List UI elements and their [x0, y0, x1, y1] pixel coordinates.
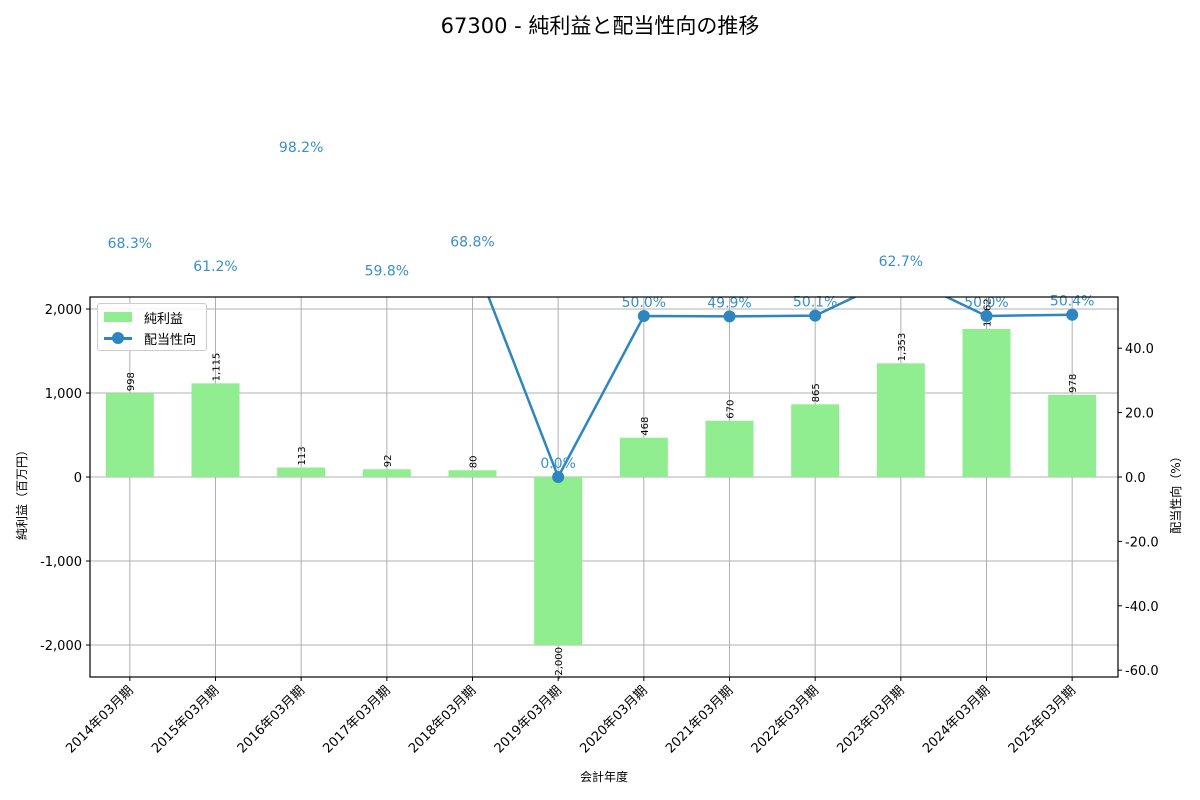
left-tick-label: 1,000 [45, 387, 82, 402]
x-tick-label: 2014年03月期 [63, 683, 136, 756]
bar [876, 363, 925, 477]
line-marker [723, 310, 736, 323]
line-marker [467, 249, 479, 261]
legend-label: 配当性向 [144, 332, 197, 348]
bar-value-label: 468 [640, 417, 651, 436]
line-marker [124, 251, 136, 263]
line-marker [637, 310, 650, 322]
x-tick-label: 2021年03月期 [663, 683, 736, 756]
bar-value-label: 80 [469, 456, 480, 469]
left-tick-label: 2,000 [45, 303, 82, 318]
bar [791, 404, 840, 477]
right-tick-label: 20.0 [1125, 407, 1154, 422]
left-tick-label: -1,000 [40, 555, 82, 570]
line-marker [809, 309, 822, 322]
x-tick-label: 2019年03月期 [492, 683, 565, 756]
x-tick-label: 2018年03月期 [406, 683, 479, 756]
x-tick-label: 2025年03月期 [1006, 683, 1079, 756]
bar [277, 467, 326, 477]
line-value-label: 50.1% [793, 295, 837, 311]
bar-value-label: 1,353 [897, 333, 908, 362]
line-series [124, 155, 1079, 483]
x-axis: 2014年03月期 2015年03月期 2016年03月期 2017年03月期 2018… [63, 677, 1079, 757]
right-tick-label: 0.0 [1125, 471, 1146, 486]
x-tick-label: 2015年03月期 [149, 683, 222, 756]
line-value-label: 68.3% [108, 236, 152, 252]
right-tick-label: 40.0 [1125, 342, 1154, 357]
line-marker [210, 274, 222, 286]
line-value-label: 61.2% [193, 259, 237, 275]
bar-value-labels: 9981,1151139280-2,0004686708651,3531,762… [126, 298, 1079, 679]
line-marker [980, 310, 993, 322]
bar-value-label: 670 [726, 400, 737, 419]
line-marker [552, 471, 565, 483]
left-tick-label: -2,000 [40, 639, 82, 654]
line-value-label: 68.8% [450, 234, 494, 250]
bar [534, 477, 583, 645]
right-tick-label: -60.0 [1125, 664, 1159, 679]
line-value-label: 0.0% [540, 456, 576, 472]
chart-title: 67300 - 純利益と配当性向の推移 [440, 14, 760, 38]
left-y-axis-label: 純利益（百万円） [15, 444, 29, 540]
line-value-label: 59.8% [365, 263, 409, 279]
line-marker [1066, 308, 1079, 321]
bar [448, 470, 497, 477]
bar-value-label: 998 [126, 372, 137, 391]
bar-value-label: 92 [383, 455, 394, 468]
x-tick-label: 2017年03月期 [320, 683, 393, 756]
left-tick-label: 0 [74, 471, 82, 486]
bar-value-label: 1,115 [212, 353, 223, 382]
bar [705, 420, 754, 477]
bar-series [105, 328, 1097, 645]
legend: 純利益 配当性向 [97, 303, 207, 351]
plot-frame [89, 296, 1119, 678]
x-tick-label: 2022年03月期 [749, 683, 822, 756]
right-y-axis-label: 配当性向（%） [1168, 450, 1183, 533]
line-marker-icon [104, 332, 132, 344]
line-value-label: 50.0% [964, 295, 1008, 311]
payout-ratio-line [487, 297, 1073, 480]
bar-value-label: -2,000 [554, 647, 565, 679]
x-tick-label: 2023年03月期 [834, 683, 907, 756]
bar-value-label: 978 [1068, 374, 1079, 393]
bar-value-label: 113 [297, 446, 308, 465]
line-value-label: 49.9% [707, 295, 751, 311]
x-axis-label: 会計年度 [580, 769, 628, 784]
legend-item-net-income: 純利益 [104, 307, 183, 327]
bar [362, 469, 411, 477]
line-value-label: 98.2% [279, 140, 323, 156]
line-marker [895, 269, 907, 281]
line-value-label: 50.4% [1050, 294, 1094, 310]
right-tick-label: -40.0 [1125, 600, 1159, 615]
right-y-axis: 40.0 20.0 0.0 -20.0 -40.0 -60.0 [1118, 342, 1159, 679]
line-value-labels: 68.3% 61.2% 98.2% 59.8% 68.8% 0.0% 50.0% 49.9% 5… [108, 140, 1095, 472]
bar [962, 328, 1011, 477]
x-tick-label: 2016年03月期 [235, 683, 308, 756]
x-tick-label: 2024年03月期 [920, 683, 993, 756]
line-marker [295, 155, 307, 167]
bar [105, 393, 154, 477]
legend-item-payout-ratio: 配当性向 [104, 328, 196, 348]
bar-value-label: 865 [811, 383, 822, 402]
line-value-label: 62.7% [879, 254, 923, 270]
line-value-label: 50.0% [622, 295, 666, 311]
left-y-axis: 2,000 1,000 0 -1,000 -2,000 [40, 303, 90, 654]
bar [619, 437, 668, 477]
bar [191, 383, 240, 477]
legend-label: 純利益 [144, 311, 184, 327]
bar-swatch-icon [104, 312, 132, 322]
bar [1048, 394, 1097, 477]
x-tick-label: 2020年03月期 [577, 683, 650, 756]
right-tick-label: -20.0 [1125, 535, 1159, 550]
line-marker [381, 278, 393, 290]
